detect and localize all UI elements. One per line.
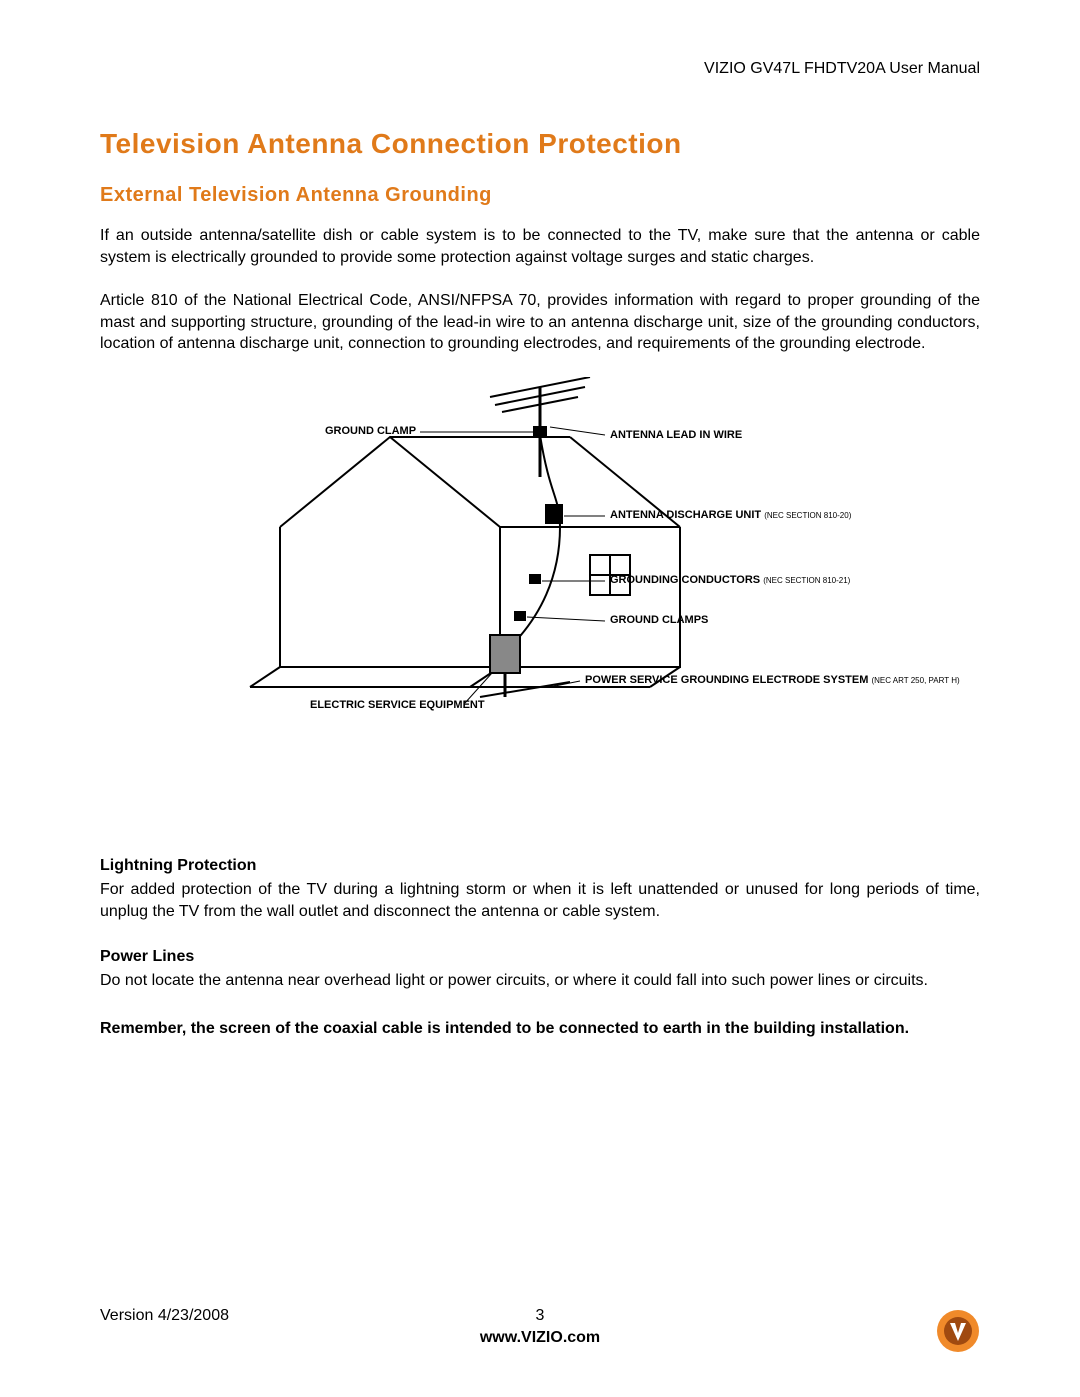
label-power-service-text: POWER SERVICE GROUNDING ELECTRODE SYSTEM [585,674,868,686]
paragraph-intro-2: Article 810 of the National Electrical C… [100,290,980,355]
heading-lightning: Lightning Protection [100,857,980,875]
label-grounding-conductors-sub: (NEC SECTION 810-21) [763,576,850,585]
header-product: VIZIO GV47L FHDTV20A User Manual [100,60,980,78]
label-grounding-conductors: GROUNDING CONDUCTORS (NEC SECTION 810-21… [610,574,850,586]
paragraph-powerlines: Do not locate the antenna near overhead … [100,970,980,992]
label-ground-clamps: GROUND CLAMPS [610,614,708,626]
label-ground-clamp-top: GROUND CLAMP [325,425,416,437]
title-sub: External Television Antenna Grounding [100,184,980,207]
paragraph-lightning: For added protection of the TV during a … [100,879,980,922]
grounding-diagram: GROUND CLAMP ANTENNA LEAD IN WIRE ANTENN… [100,377,980,737]
paragraph-intro-1: If an outside antenna/satellite dish or … [100,225,980,268]
paragraph-remember: Remember, the screen of the coaxial cabl… [100,1018,980,1040]
label-discharge-unit-sub: (NEC SECTION 810-20) [764,511,851,520]
footer: Version 4/23/2008 3 www.VIZIO.com [100,1307,980,1347]
label-electric-service: ELECTRIC SERVICE EQUIPMENT [310,699,485,711]
footer-page-number: 3 [393,1307,686,1325]
label-antenna-lead: ANTENNA LEAD IN WIRE [610,429,742,441]
label-power-service-sub: (NEC ART 250, PART H) [871,676,959,685]
vizio-logo-icon [936,1309,980,1353]
label-power-service: POWER SERVICE GROUNDING ELECTRODE SYSTEM… [585,674,960,686]
heading-powerlines: Power Lines [100,948,980,966]
title-main: Television Antenna Connection Protection [100,128,980,160]
footer-url: www.VIZIO.com [100,1329,980,1347]
label-discharge-unit-text: ANTENNA DISCHARGE UNIT [610,509,761,521]
label-discharge-unit: ANTENNA DISCHARGE UNIT (NEC SECTION 810-… [610,509,851,521]
footer-version: Version 4/23/2008 [100,1307,393,1325]
label-grounding-conductors-text: GROUNDING CONDUCTORS [610,574,760,586]
